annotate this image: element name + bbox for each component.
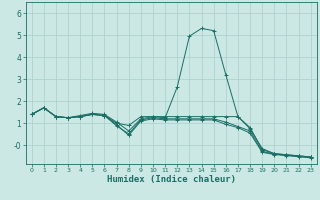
- X-axis label: Humidex (Indice chaleur): Humidex (Indice chaleur): [107, 175, 236, 184]
